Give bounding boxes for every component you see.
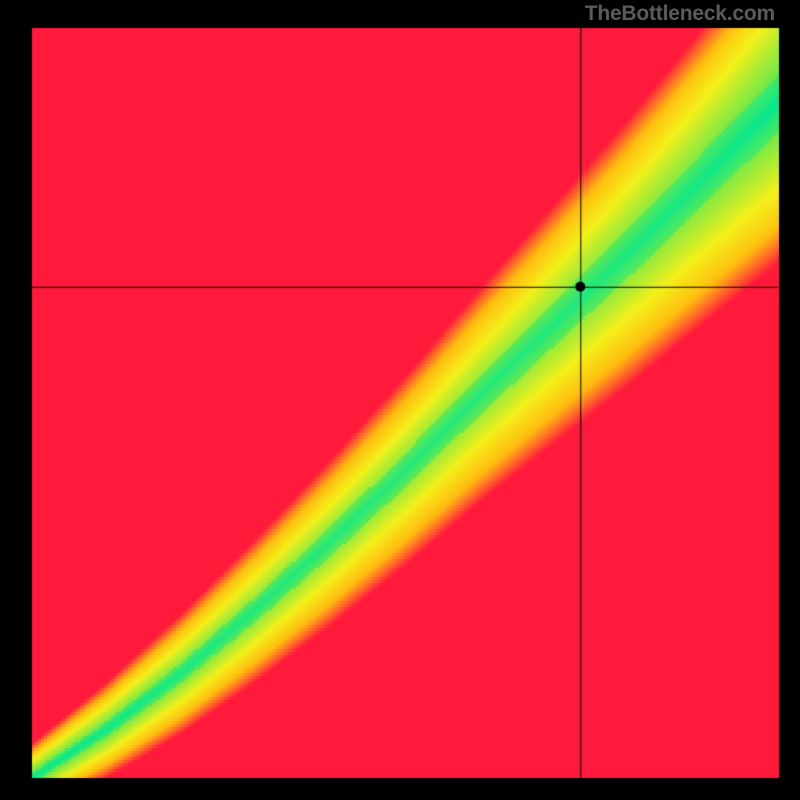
watermark-label: TheBottleneck.com [585, 2, 775, 26]
heatmap-plot [0, 0, 800, 800]
